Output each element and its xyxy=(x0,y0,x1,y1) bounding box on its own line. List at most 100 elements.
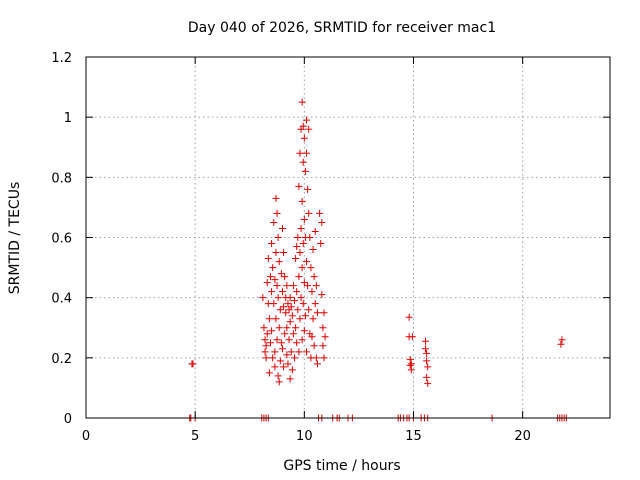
data-point xyxy=(274,372,282,380)
data-point xyxy=(304,185,312,193)
data-point xyxy=(275,378,283,386)
data-point xyxy=(281,273,289,281)
data-point xyxy=(319,324,327,332)
data-point xyxy=(424,363,432,371)
data-point xyxy=(305,125,313,133)
data-point xyxy=(280,249,288,257)
data-point xyxy=(408,333,416,341)
data-point xyxy=(301,167,309,175)
data-point xyxy=(407,360,415,368)
data-point xyxy=(268,288,276,296)
data-point xyxy=(291,297,299,305)
data-point xyxy=(313,309,321,317)
data-point xyxy=(263,279,271,287)
data-point xyxy=(311,300,319,308)
data-point xyxy=(320,309,328,317)
data-point xyxy=(303,348,311,356)
data-point xyxy=(305,306,313,314)
data-point xyxy=(296,249,304,257)
data-point xyxy=(293,288,301,296)
data-point xyxy=(284,360,292,368)
data-point xyxy=(294,306,302,314)
data-point xyxy=(294,234,302,241)
data-point xyxy=(269,354,277,362)
data-point xyxy=(273,336,281,344)
data-point xyxy=(283,324,291,332)
data-point xyxy=(265,315,273,323)
y-tick-label: 0.6 xyxy=(51,232,72,247)
data-point xyxy=(275,258,283,266)
data-point xyxy=(423,349,431,357)
data-point xyxy=(273,209,281,217)
data-point xyxy=(297,294,305,302)
data-point xyxy=(299,300,307,308)
data-point xyxy=(299,158,307,166)
data-point xyxy=(311,227,319,235)
data-point xyxy=(308,333,316,341)
data-point xyxy=(295,273,303,281)
data-point xyxy=(309,246,317,254)
data-point xyxy=(275,324,283,332)
data-points xyxy=(186,98,570,422)
data-point xyxy=(304,282,312,290)
data-point xyxy=(295,348,303,356)
data-point xyxy=(261,336,269,344)
data-point xyxy=(272,249,280,257)
data-point xyxy=(281,330,289,338)
data-point xyxy=(299,122,307,130)
data-point xyxy=(266,273,274,281)
data-point xyxy=(295,182,303,190)
data-point xyxy=(283,282,291,290)
y-tick-label: 1 xyxy=(64,111,72,126)
data-point xyxy=(289,282,297,290)
data-point xyxy=(319,342,327,350)
data-point xyxy=(266,339,274,347)
x-tick-label: 15 xyxy=(405,429,422,444)
data-point xyxy=(300,327,308,335)
gridlines xyxy=(86,57,610,418)
data-point xyxy=(300,279,308,287)
data-point xyxy=(310,342,318,350)
data-point xyxy=(307,264,315,272)
data-point xyxy=(288,366,296,374)
data-point xyxy=(262,342,270,350)
data-point xyxy=(271,276,279,284)
data-point xyxy=(261,348,269,356)
data-point xyxy=(271,363,279,371)
data-point xyxy=(280,363,288,371)
data-point xyxy=(297,224,305,232)
data-point xyxy=(269,264,277,272)
data-point xyxy=(272,315,280,323)
y-tick-label: 0.8 xyxy=(51,171,72,186)
data-point xyxy=(317,240,325,248)
y-tick-label: 0.2 xyxy=(51,352,72,367)
data-point xyxy=(423,357,431,365)
data-point xyxy=(309,315,317,323)
data-point xyxy=(270,218,278,226)
data-point xyxy=(321,333,329,341)
data-point xyxy=(287,303,295,311)
data-point xyxy=(277,339,285,347)
data-point xyxy=(286,375,294,383)
data-point xyxy=(262,354,270,362)
data-point xyxy=(292,324,300,332)
data-point xyxy=(298,336,306,344)
data-point xyxy=(557,340,565,348)
y-axis-label: SRMTID / TECUs xyxy=(7,182,23,295)
data-point xyxy=(316,209,324,217)
data-point xyxy=(299,240,307,248)
data-point xyxy=(422,337,430,345)
data-point xyxy=(280,303,288,311)
data-point xyxy=(292,255,300,263)
data-point xyxy=(303,149,311,157)
data-point xyxy=(288,312,296,320)
data-point xyxy=(293,243,301,251)
data-point xyxy=(405,313,413,321)
data-point xyxy=(259,294,267,302)
data-point xyxy=(407,366,415,374)
data-point xyxy=(305,209,313,217)
data-point xyxy=(263,330,271,338)
data-point xyxy=(318,218,326,226)
data-point xyxy=(308,288,316,296)
